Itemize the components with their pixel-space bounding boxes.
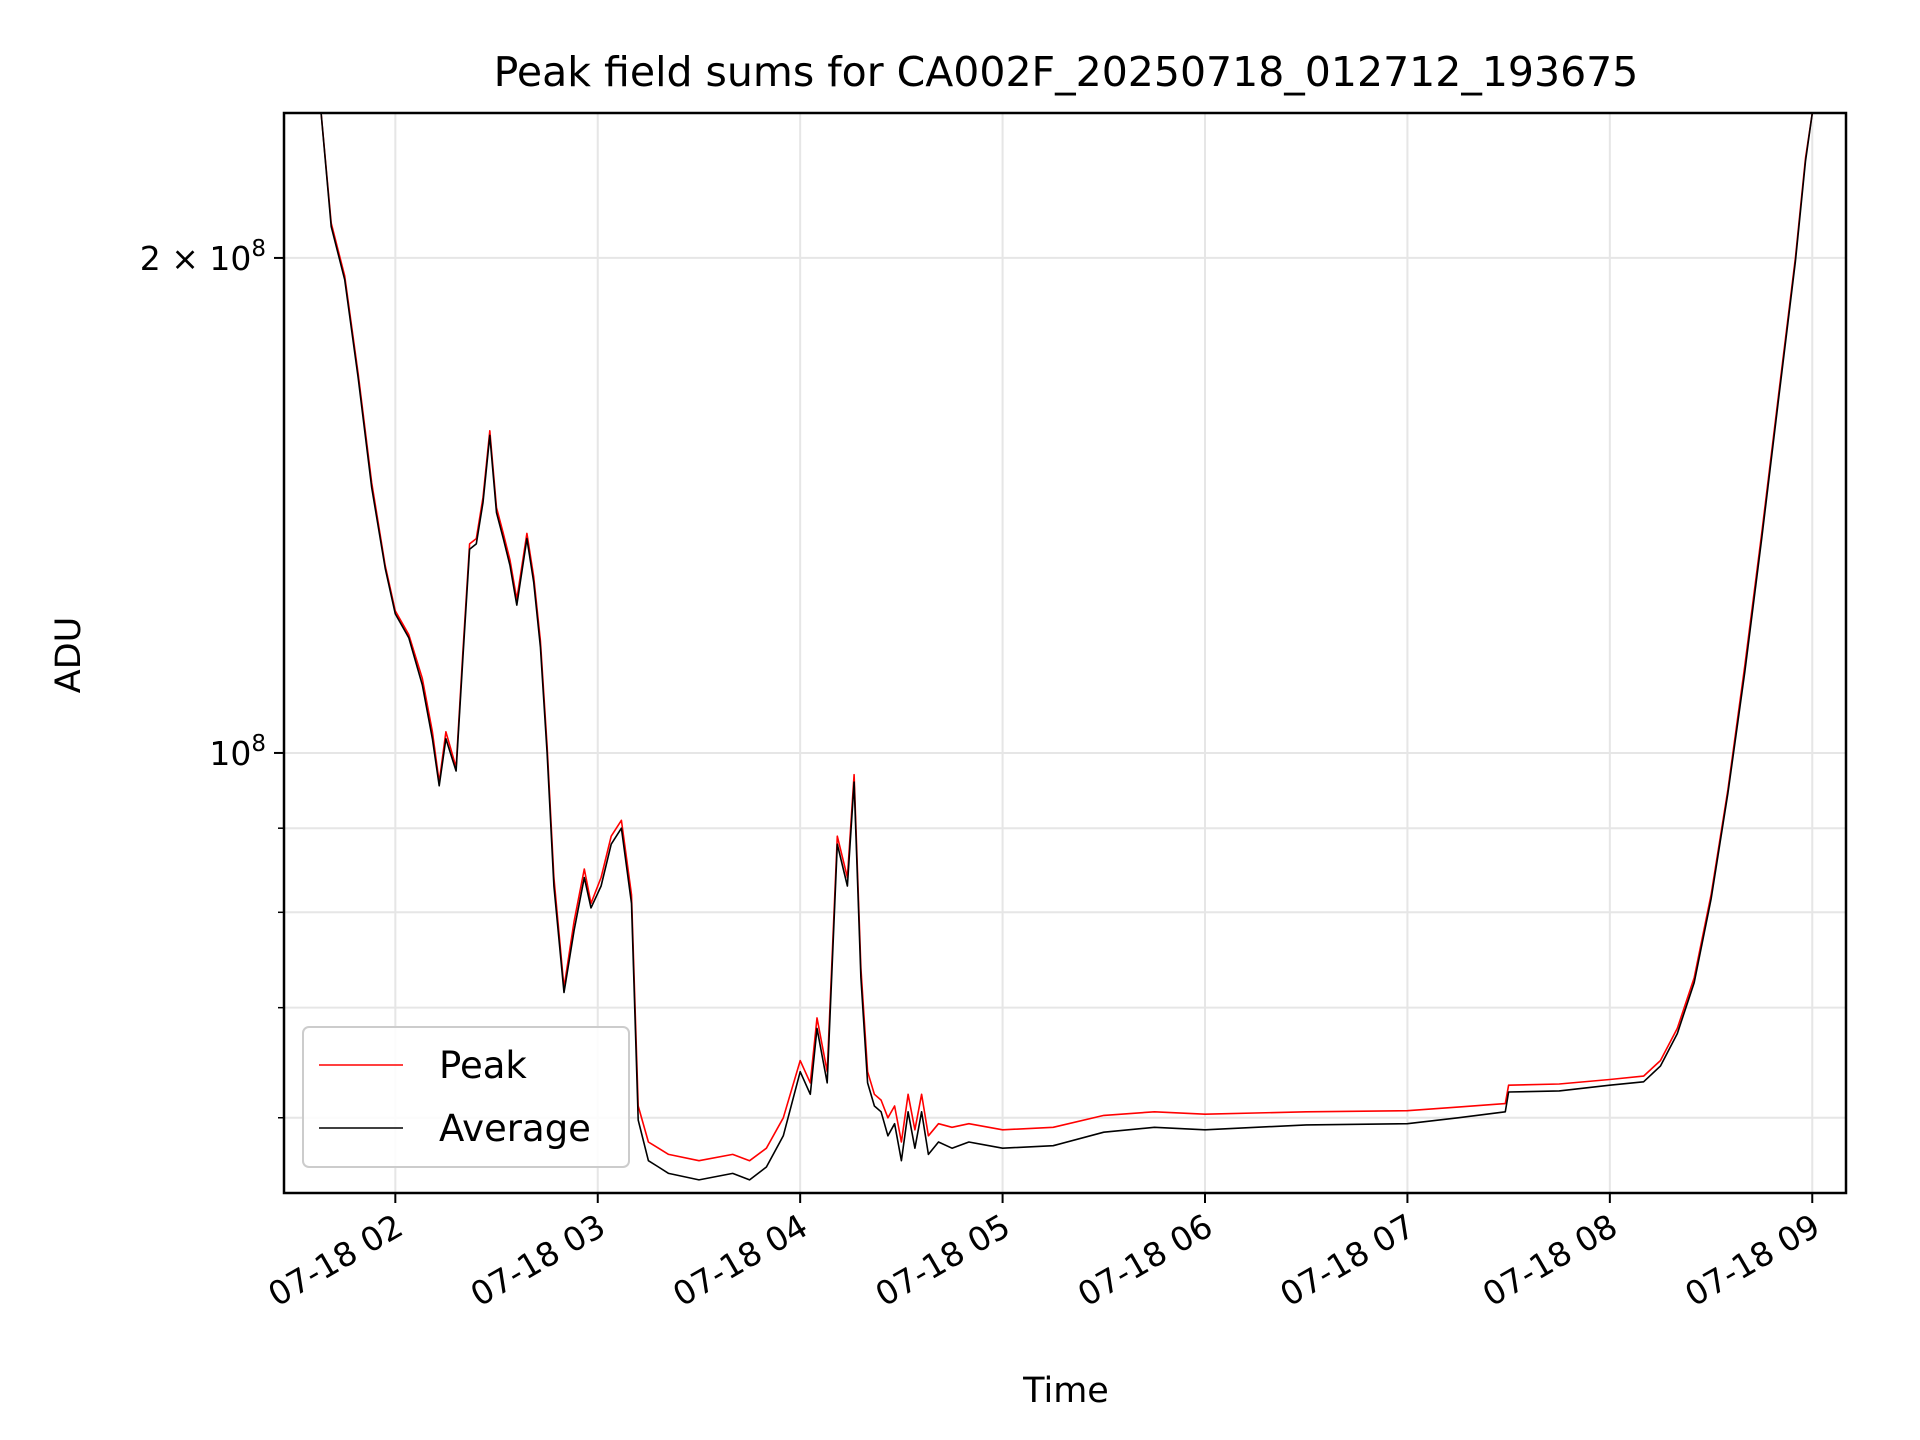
legend-label-average: Average bbox=[439, 1107, 591, 1150]
axes-frame bbox=[282, 111, 1848, 1195]
legend-box bbox=[302, 1026, 630, 1168]
legend-label-peak: Peak bbox=[439, 1044, 527, 1087]
x-axis-label: Time bbox=[1022, 1371, 1109, 1411]
legend: Peak Average bbox=[302, 1026, 630, 1168]
y-axis-label: ADU bbox=[49, 617, 89, 694]
y-tick-label: 2 × 108 bbox=[140, 236, 266, 278]
plot-area bbox=[284, 113, 1846, 1181]
series-line-peak bbox=[284, 113, 1846, 1162]
series-line-average bbox=[284, 113, 1846, 1181]
y-tick-label: 108 bbox=[209, 731, 266, 773]
chart-title: Peak field sums for CA002F_20250718_0127… bbox=[494, 48, 1639, 96]
